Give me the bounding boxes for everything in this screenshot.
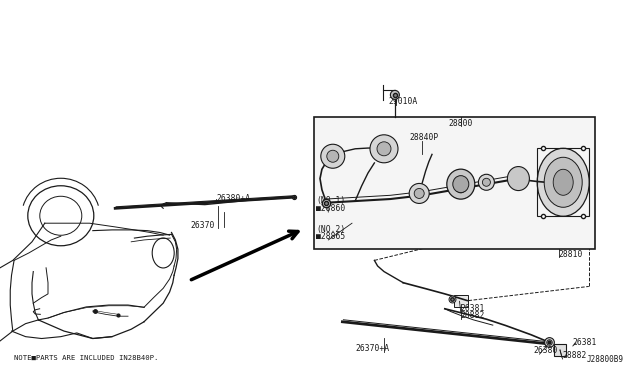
Text: NOTE■PARTS ARE INCLUDED IN28B40P.: NOTE■PARTS ARE INCLUDED IN28B40P. [14,355,159,361]
Text: 26370+A: 26370+A [356,344,390,353]
Text: 26381: 26381 [573,338,597,347]
Text: 26380+A: 26380+A [216,194,250,203]
Ellipse shape [370,135,398,163]
Ellipse shape [451,178,471,198]
Text: 28840P: 28840P [410,133,439,142]
Ellipse shape [508,167,529,190]
Ellipse shape [479,174,495,190]
Text: 28800: 28800 [448,119,472,128]
Ellipse shape [537,148,589,216]
FancyBboxPatch shape [554,344,566,356]
Bar [537,148,589,216]
Text: 26370: 26370 [191,221,215,230]
Text: 28810: 28810 [559,250,583,259]
Bar [314,115,595,249]
Text: 28882: 28882 [563,351,587,360]
Text: ■28860: ■28860 [316,204,346,213]
Text: 26380: 26380 [533,346,557,355]
Ellipse shape [483,178,490,186]
Text: (NO.2): (NO.2) [316,225,346,234]
Ellipse shape [453,176,468,193]
Ellipse shape [553,169,573,195]
FancyBboxPatch shape [454,295,467,307]
Ellipse shape [327,150,339,162]
Text: 28882: 28882 [461,311,485,320]
Ellipse shape [321,144,345,168]
Ellipse shape [447,169,475,199]
Ellipse shape [377,142,391,156]
Ellipse shape [414,189,424,198]
Text: (NO.1): (NO.1) [316,196,346,205]
Text: J28800B9: J28800B9 [587,355,624,364]
Text: 29010A: 29010A [388,97,418,106]
Bar [314,117,595,249]
Text: 26381: 26381 [461,304,485,313]
Ellipse shape [456,183,466,193]
Ellipse shape [409,183,429,203]
Ellipse shape [544,157,582,207]
Text: ■28865: ■28865 [316,232,346,241]
Ellipse shape [390,90,399,99]
